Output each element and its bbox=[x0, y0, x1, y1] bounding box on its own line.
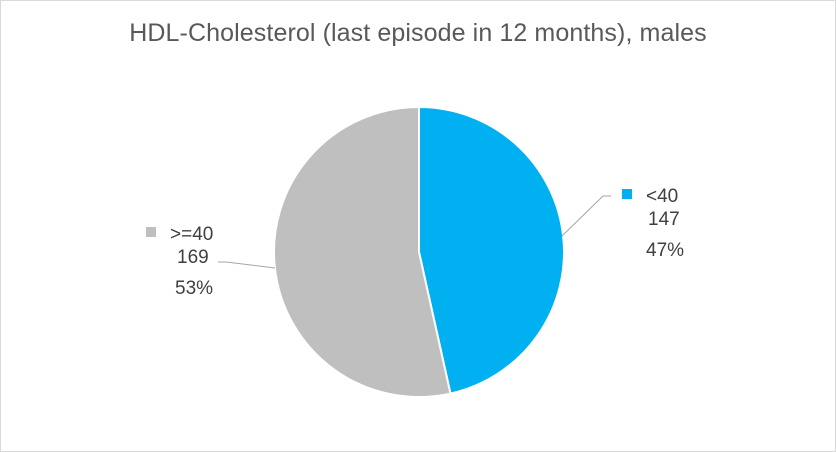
legend-marker-lt40 bbox=[622, 189, 632, 199]
slice-value-gte40: 169 bbox=[177, 247, 209, 268]
chart-title: HDL-Cholesterol (last episode in 12 mont… bbox=[129, 19, 707, 47]
slice-percent-lt40: 47% bbox=[646, 240, 684, 261]
slice-value-lt40: 147 bbox=[648, 209, 680, 230]
leader-line-gte40 bbox=[218, 261, 276, 269]
leader-line-lt40 bbox=[561, 195, 611, 237]
slice-label-gte40: >=40 bbox=[170, 224, 213, 245]
pie-slice-lt40 bbox=[418, 105, 565, 395]
slice-percent-gte40: 53% bbox=[175, 278, 213, 299]
legend-marker-gte40 bbox=[146, 227, 156, 237]
slice-label-lt40: <40 bbox=[646, 186, 678, 207]
pie-slices bbox=[273, 105, 565, 398]
